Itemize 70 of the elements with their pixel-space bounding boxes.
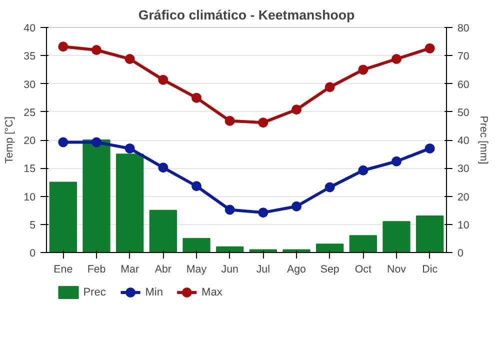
legend-label: Min	[145, 286, 163, 298]
point	[258, 118, 268, 128]
x-tick-label: Ago	[287, 264, 306, 276]
point	[92, 137, 102, 148]
bar	[349, 235, 377, 252]
point	[258, 208, 268, 218]
point	[158, 74, 168, 85]
y-tick-label: 5	[30, 219, 36, 232]
y2-axis-title: Prec [mm]	[477, 116, 490, 164]
y2-tick-label: 80	[458, 22, 470, 34]
x-tick-label: Nov	[387, 264, 407, 276]
x-tick-label: Dic	[422, 264, 438, 276]
point	[424, 143, 435, 154]
bar	[182, 238, 210, 252]
y-tick-label: 30	[24, 78, 36, 91]
y-tick-label: 15	[24, 163, 36, 176]
legend-label: Max	[202, 286, 223, 298]
bar	[149, 210, 177, 252]
point	[224, 116, 235, 126]
x-tick-label: Feb	[87, 264, 106, 276]
bar	[116, 154, 144, 252]
x-tick-label: Ene	[54, 264, 73, 276]
y-tick-label: 10	[24, 191, 36, 204]
y2-tick-label: 0	[458, 248, 464, 260]
point	[358, 64, 368, 75]
x-tick-label: Oct	[354, 264, 372, 276]
y-axis-title: Temp [°C]	[4, 116, 16, 164]
point	[124, 143, 135, 154]
point	[192, 92, 202, 103]
y-tick-label: 0	[30, 248, 36, 260]
point	[58, 137, 68, 148]
y2-tick-label: 40	[458, 135, 470, 147]
point	[292, 104, 302, 115]
y2-tick-label: 50	[458, 106, 470, 119]
chart-title: Gráfico climático - Keetmanshoop	[138, 8, 355, 22]
point	[224, 204, 235, 215]
x-tick-label: Jul	[256, 264, 270, 276]
bar	[416, 215, 444, 252]
point	[292, 201, 302, 212]
bar	[282, 249, 310, 252]
bar	[82, 140, 110, 252]
x-tick-label: Sep	[320, 264, 340, 276]
point	[392, 156, 402, 166]
point	[392, 54, 402, 64]
y-tick-label: 40	[24, 22, 36, 34]
bar	[382, 221, 410, 252]
x-tick-label: Jun	[221, 264, 238, 276]
point	[124, 54, 135, 64]
y2-tick-label: 10	[458, 219, 470, 232]
point	[324, 82, 335, 92]
point	[424, 43, 435, 54]
point	[192, 181, 202, 192]
y-tick-label: 20	[24, 135, 36, 147]
point	[92, 45, 102, 55]
y-tick-label: 25	[24, 106, 36, 119]
y2-tick-label: 60	[458, 78, 470, 91]
y2-tick-label: 70	[458, 50, 470, 63]
point	[358, 165, 368, 176]
point	[324, 182, 335, 192]
y-tick-label: 35	[24, 50, 36, 63]
y2-tick-label: 30	[458, 163, 470, 176]
y2-tick-label: 20	[458, 191, 470, 204]
bar	[316, 244, 344, 252]
point	[58, 42, 68, 52]
legend-label: Prec	[83, 286, 106, 298]
x-tick-label: Mar	[120, 264, 140, 276]
point	[158, 162, 168, 173]
x-tick-label: May	[186, 264, 208, 276]
x-tick-label: Abr	[154, 264, 172, 276]
bar	[49, 182, 77, 252]
